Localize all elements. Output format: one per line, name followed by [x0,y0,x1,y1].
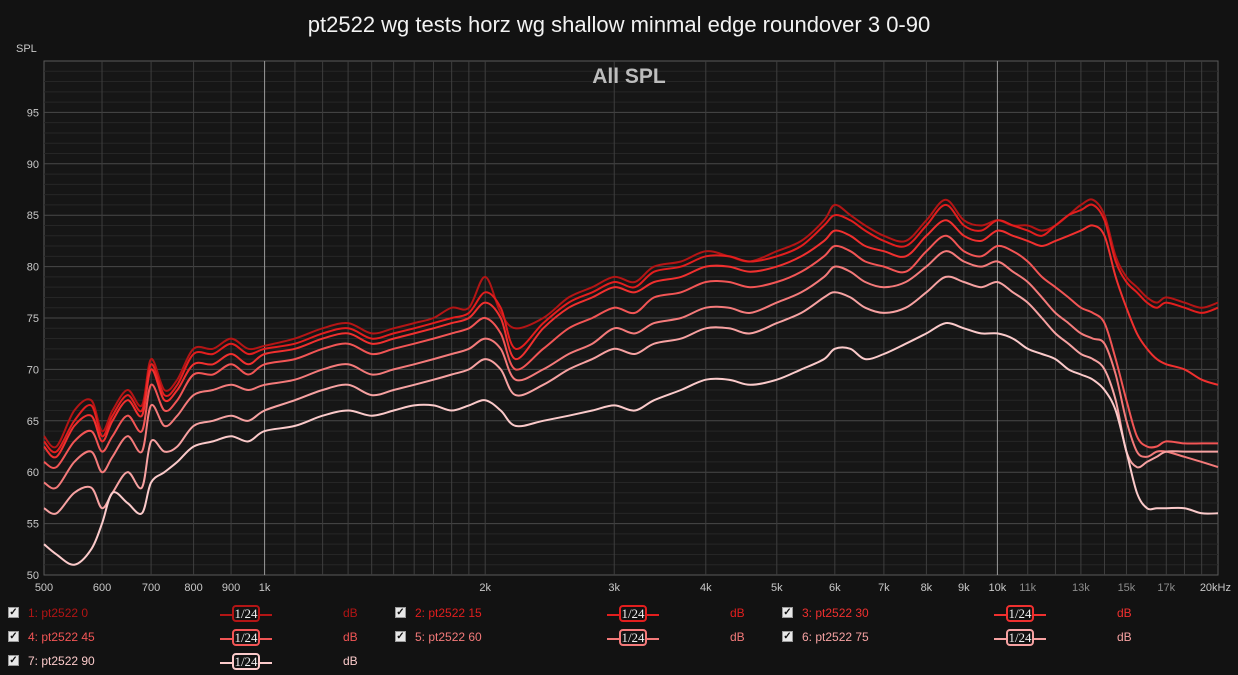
legend-item-5[interactable]: ✓ 5: pt2522 60 1/24 dB [395,628,775,648]
smoothing-button[interactable]: 1/24 [1006,629,1034,646]
smoothing-button[interactable]: 1/24 [1006,605,1034,622]
legend-item-1[interactable]: ✓ 1: pt2522 0 1/24 dB [8,604,388,624]
grid [44,61,1218,575]
y-tick-label: 80 [27,262,39,274]
legend-unit: dB [343,654,358,668]
chart-title: pt2522 wg tests horz wg shallow minmal e… [308,12,930,37]
series-line-3 [43,219,1219,459]
y-axis-label: SPL [16,43,37,55]
smoothing-button[interactable]: 1/24 [619,605,647,622]
legend-item-7[interactable]: ✓ 7: pt2522 90 1/24 dB [8,652,388,672]
legend-item-6[interactable]: ✓ 6: pt2522 75 1/24 dB [782,628,1162,648]
legend-label: 5: pt2522 60 [415,630,482,644]
legend-checkbox[interactable]: ✓ [395,607,406,618]
x-tick-label: 1k [259,582,271,594]
legend-unit: dB [343,630,358,644]
x-tick-label: 6k [829,582,841,594]
y-tick-label: 75 [27,313,39,325]
x-tick-label: 600 [93,582,111,594]
legend-checkbox[interactable]: ✓ [395,631,406,642]
axis-ticks: 50 55 60 65 70 75 80 85 90 95 500 600 700 800 900 1k 2k 3… [27,107,1231,594]
x-tick-label: 10k [989,582,1007,594]
x-tick-label: 800 [184,582,202,594]
legend-label: 2: pt2522 15 [415,606,482,620]
series-line-4 [43,234,1218,469]
legend-unit: dB [1117,630,1132,644]
x-tick-label: 13k [1072,582,1090,594]
legend-label: 7: pt2522 90 [28,654,95,668]
x-tick-label: 2k [479,582,491,594]
legend: ✓ 1: pt2522 0 1/24 dB ✓ 2: pt2522 15 1/24 dB ✓ 3:… [0,600,1238,675]
x-tick-label: 500 [35,582,53,594]
y-tick-label: 55 [27,519,39,531]
smoothing-button[interactable]: 1/24 [232,605,260,622]
x-tick-label: 9k [958,582,970,594]
legend-unit: dB [1117,606,1132,620]
y-tick-label: 50 [27,570,39,582]
series-layer [43,198,1219,566]
legend-label: 3: pt2522 30 [802,606,869,620]
series-line-5 [43,250,1219,490]
series-line-2 [43,203,1219,454]
legend-item-3[interactable]: ✓ 3: pt2522 30 1/24 dB [782,604,1162,624]
legend-item-4[interactable]: ✓ 4: pt2522 45 1/24 dB [8,628,388,648]
legend-unit: dB [730,606,745,620]
x-tick-label: 20kHz [1200,582,1231,594]
y-tick-label: 70 [27,364,39,376]
x-tick-label: 8k [921,582,933,594]
x-tick-label: 7k [878,582,890,594]
series-line-7 [43,322,1219,566]
x-tick-label: 700 [142,582,160,594]
legend-label: 6: pt2522 75 [802,630,869,644]
smoothing-button[interactable]: 1/24 [619,629,647,646]
graph-label: All SPL [592,65,666,88]
legend-label: 1: pt2522 0 [28,606,89,620]
series-line-1 [43,198,1219,449]
series-line-6 [43,275,1218,515]
y-tick-label: 60 [27,467,39,479]
legend-checkbox[interactable]: ✓ [8,607,19,618]
x-tick-label: 900 [222,582,240,594]
x-tick-label: 17k [1157,582,1175,594]
legend-checkbox[interactable]: ✓ [8,631,19,642]
legend-checkbox[interactable]: ✓ [8,655,19,666]
x-tick-label: 15k [1118,582,1136,594]
frequency-response-chart: pt2522 wg tests horz wg shallow minmal e… [16,12,1231,594]
y-tick-label: 85 [27,210,39,222]
y-tick-label: 95 [27,107,39,119]
legend-item-2[interactable]: ✓ 2: pt2522 15 1/24 dB [395,604,775,624]
y-tick-label: 90 [27,159,39,171]
x-tick-label: 4k [700,582,712,594]
x-tick-label: 11k [1019,582,1036,594]
x-tick-label: 5k [771,582,783,594]
x-tick-label: 3k [608,582,620,594]
legend-unit: dB [730,630,745,644]
legend-unit: dB [343,606,358,620]
smoothing-button[interactable]: 1/24 [232,653,260,670]
legend-checkbox[interactable]: ✓ [782,631,793,642]
smoothing-button[interactable]: 1/24 [232,629,260,646]
legend-label: 4: pt2522 45 [28,630,95,644]
y-tick-label: 65 [27,416,39,428]
legend-checkbox[interactable]: ✓ [782,607,793,618]
